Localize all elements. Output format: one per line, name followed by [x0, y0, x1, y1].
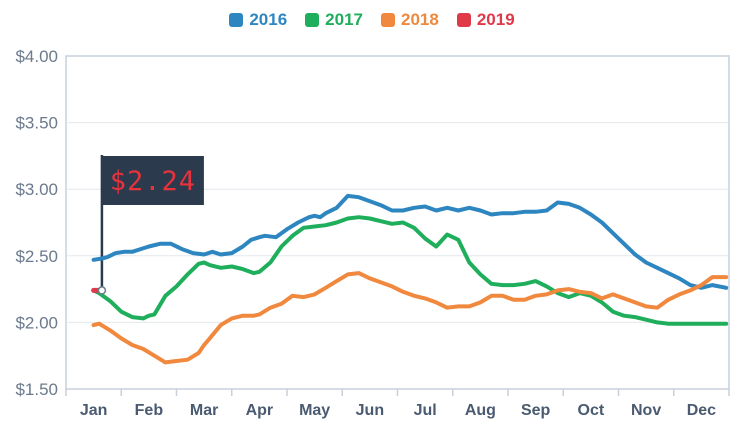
series-line-2017 [91, 215, 729, 326]
current-point-marker [97, 286, 107, 295]
legend-swatch [229, 13, 244, 27]
x-tick-label: Jun [356, 402, 384, 419]
x-tick-label: Jul [414, 402, 437, 419]
y-tick-label: $1.50 [15, 380, 58, 399]
y-tick-label: $3.50 [15, 114, 58, 133]
legend-item-2[interactable]: 2018 [381, 10, 439, 30]
legend-label: 2018 [401, 10, 439, 29]
chart-legend: 2016 2017 2018 2019 [0, 10, 744, 30]
price-flag-label: $2.24 [110, 166, 196, 197]
price-flag [101, 156, 204, 205]
x-tick-label: Mar [190, 402, 218, 419]
legend-item-0[interactable]: 2016 [229, 10, 287, 30]
series-line-2016 [91, 193, 729, 290]
legend-label: 2017 [325, 10, 363, 29]
x-tick-label: May [299, 402, 330, 419]
x-tick-label: Oct [578, 402, 605, 419]
x-tick-label: Aug [465, 402, 496, 419]
x-tick-label: Sep [521, 402, 551, 419]
legend-item-1[interactable]: 2017 [305, 10, 363, 30]
y-tick-label: $2.00 [15, 313, 58, 332]
series-line-2018 [91, 271, 729, 365]
legend-swatch [381, 13, 395, 27]
y-tick-label: $2.50 [15, 247, 58, 266]
x-tick-label: Feb [135, 402, 164, 419]
legend-item-3[interactable]: 2019 [456, 10, 515, 30]
y-tick-label: $3.00 [15, 180, 58, 199]
x-tick-label: Apr [246, 402, 274, 419]
legend-label: 2019 [476, 10, 515, 29]
x-tick-label: Dec [687, 402, 716, 419]
legend-swatch [456, 13, 471, 27]
legend-label: 2016 [249, 10, 288, 29]
legend-swatch [305, 13, 320, 27]
x-tick-label: Jan [80, 402, 108, 419]
x-tick-label: Nov [631, 402, 661, 419]
y-tick-label: $4.00 [15, 47, 58, 66]
